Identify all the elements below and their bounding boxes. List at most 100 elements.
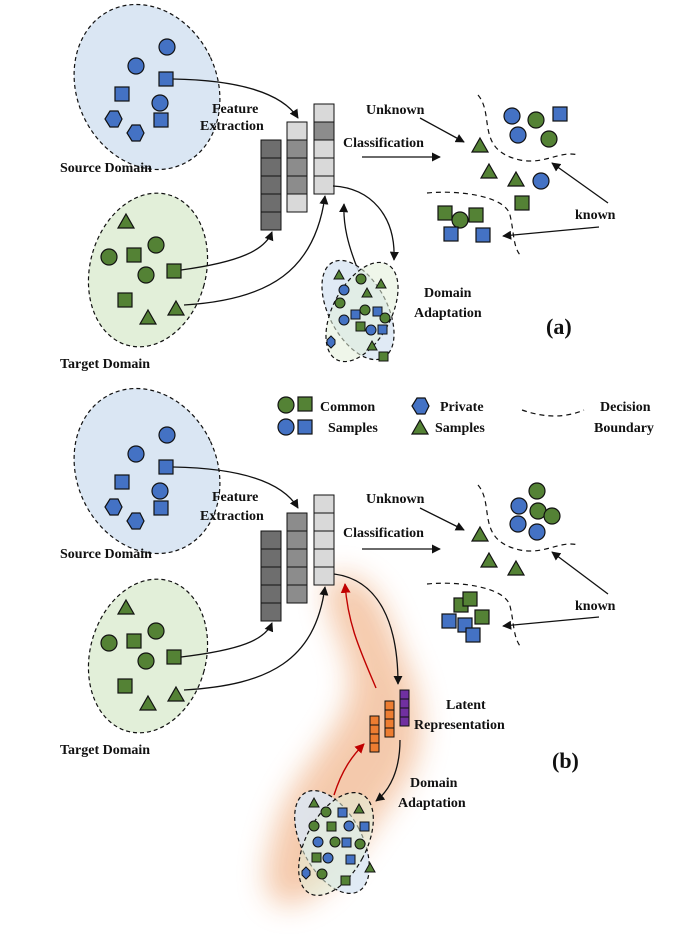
- square-icon: [465, 627, 481, 643]
- triangle-icon: [138, 694, 158, 711]
- square-icon: [474, 609, 490, 625]
- hexagon-icon: [126, 124, 145, 142]
- square-icon: [441, 613, 457, 629]
- triangle-icon: [166, 299, 186, 316]
- feature-stack-light: [313, 494, 335, 586]
- known-arrow-upper: [551, 551, 609, 595]
- triangle-icon: [116, 598, 136, 615]
- arrow-source-to-stack: [172, 466, 299, 509]
- legend-boundary-line1: Decision: [600, 400, 651, 415]
- red-arrow-latent-to-stack: [340, 583, 377, 689]
- circle-icon: [532, 172, 550, 190]
- hexagon-icon: [104, 110, 123, 128]
- square-icon: [297, 396, 313, 412]
- latent-orange-stack-1: [369, 715, 380, 753]
- known-arrow-lower: [502, 616, 600, 630]
- feature-extraction-label-line2: Extraction: [200, 119, 264, 134]
- known-arrow-lower: [502, 226, 600, 240]
- hexagon-icon: [104, 498, 123, 516]
- source-domain-label: Source Domain: [60, 547, 152, 562]
- circle-icon: [451, 211, 469, 229]
- decision-boundary-lower: [426, 582, 521, 647]
- square-icon: [153, 112, 169, 128]
- feature-stack-light: [313, 103, 335, 195]
- target-samples: [100, 598, 186, 711]
- square-icon: [158, 459, 174, 475]
- triangle-icon: [138, 308, 158, 325]
- circle-icon: [509, 126, 527, 144]
- feature-stack-mixed: [286, 512, 308, 604]
- square-icon: [126, 633, 142, 649]
- classification-label: Classification: [343, 526, 424, 541]
- hexagon-icon: [411, 397, 430, 415]
- circle-icon: [528, 482, 546, 500]
- feature-stack-mixed: [286, 121, 308, 213]
- unknown-arrow: [419, 117, 465, 143]
- square-icon: [114, 86, 130, 102]
- triangle-icon: [410, 418, 430, 435]
- legend-common-line2: Samples: [328, 421, 378, 436]
- arrow-target-to-stack-1: [180, 622, 274, 658]
- legend-private-line2: Samples: [435, 421, 485, 436]
- square-icon: [166, 649, 182, 665]
- circle-icon: [100, 248, 118, 266]
- triangle-icon: [470, 136, 490, 153]
- circle-icon: [147, 236, 165, 254]
- circle-icon: [100, 634, 118, 652]
- square-icon: [158, 71, 174, 87]
- unknown-arrow: [419, 507, 465, 531]
- circle-icon: [509, 515, 527, 533]
- arrow-target-to-stack-2: [183, 586, 329, 691]
- hexagon-icon: [126, 512, 145, 530]
- arrow-target-to-stack-1: [180, 231, 274, 271]
- circle-icon: [127, 57, 145, 75]
- square-icon: [153, 500, 169, 516]
- circle-icon: [540, 130, 558, 148]
- square-icon: [462, 591, 478, 607]
- decision-boundary-upper: [477, 94, 579, 162]
- triangle-icon: [116, 212, 136, 229]
- square-icon: [126, 247, 142, 263]
- square-icon: [468, 207, 484, 223]
- classification-label: Classification: [343, 136, 424, 151]
- square-icon: [552, 106, 568, 122]
- target-domain-label: Target Domain: [60, 743, 150, 758]
- circle-icon: [147, 622, 165, 640]
- triangle-icon: [506, 170, 526, 187]
- classified-samples: [437, 106, 568, 243]
- feature-stack-dark: [260, 139, 282, 231]
- decision-boundary-lower: [426, 191, 521, 256]
- domain-adaptation-overlap: [294, 789, 376, 897]
- panel-b-tag: (b): [552, 748, 579, 773]
- legend-boundary-line2: Boundary: [594, 421, 654, 436]
- red-arrow-adaptation-to-latent: [333, 743, 365, 796]
- circle-icon: [510, 497, 528, 515]
- target-samples: [100, 212, 186, 325]
- circle-icon: [137, 652, 155, 670]
- source-domain-ellipse: [73, 3, 221, 171]
- circle-icon: [277, 396, 295, 414]
- square-icon: [437, 205, 453, 221]
- square-icon: [443, 226, 459, 242]
- circle-icon: [127, 445, 145, 463]
- unknown-label: Unknown: [366, 492, 425, 507]
- feature-extraction-label-line1: Feature: [212, 490, 258, 505]
- square-icon: [475, 227, 491, 243]
- legend-common-line1: Common: [320, 400, 375, 415]
- circle-icon: [528, 523, 546, 541]
- panel-b: Source Domain Target Domain Feature Extr…: [60, 387, 616, 905]
- decision-boundary-upper: [477, 484, 579, 552]
- panel-a-tag: (a): [546, 314, 572, 339]
- arrow-source-to-stack: [172, 78, 299, 119]
- circle-icon: [137, 266, 155, 284]
- legend-boundary-line: [521, 409, 585, 417]
- target-domain-label: Target Domain: [60, 357, 150, 372]
- arrow-stack-to-latent: [333, 573, 403, 685]
- source-samples: [104, 38, 176, 142]
- feature-extraction-label-line1: Feature: [212, 102, 258, 117]
- feature-extraction-label-line2: Extraction: [200, 509, 264, 524]
- square-icon: [117, 678, 133, 694]
- latent-label-line2: Representation: [414, 718, 505, 733]
- known-arrow-upper: [551, 162, 609, 204]
